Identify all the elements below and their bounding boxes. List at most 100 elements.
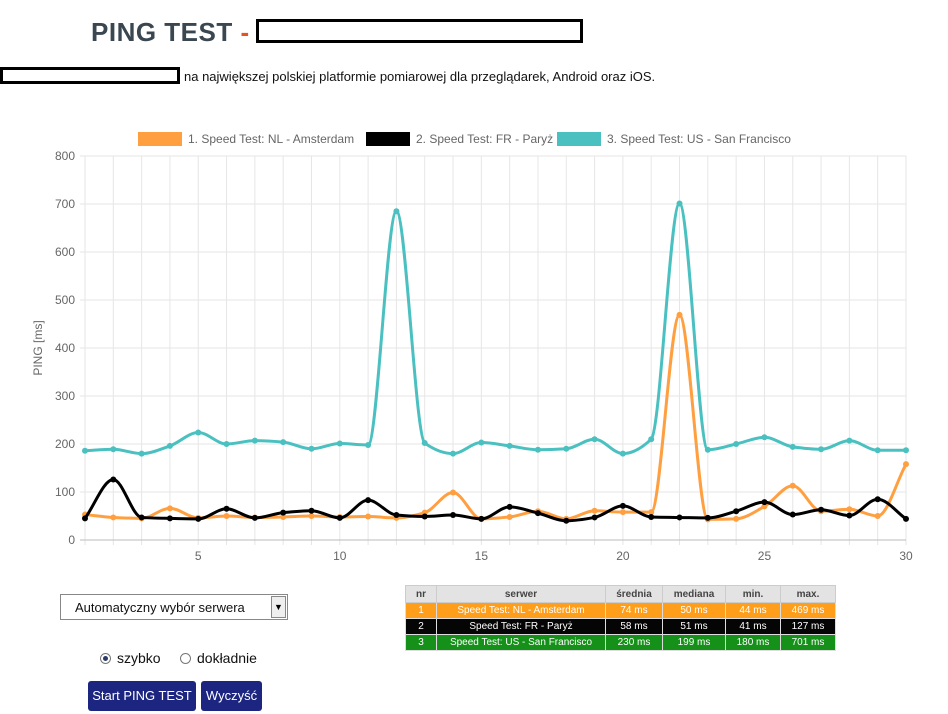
x-tick-label: 30 <box>899 549 913 563</box>
col-avg: średnia <box>605 585 663 603</box>
results-header-row: nr serwer średnia mediana min. max. <box>405 585 836 603</box>
legend-swatch-2 <box>366 132 410 146</box>
data-point <box>251 437 258 444</box>
data-point <box>195 515 202 522</box>
data-point <box>421 440 428 447</box>
data-point <box>591 514 598 521</box>
clear-button[interactable]: Wyczyść <box>201 681 262 711</box>
data-point <box>534 510 541 517</box>
cell-avg: 74 ms <box>605 602 663 619</box>
y-axis-label: PING [ms] <box>31 320 45 375</box>
data-point <box>478 439 485 446</box>
cell-nr: 3 <box>405 634 437 651</box>
mode-fast-label: szybko <box>117 650 161 666</box>
x-tick-label: 5 <box>195 549 202 563</box>
data-point <box>506 503 513 510</box>
cell-server: Speed Test: NL - Amsterdam <box>436 602 606 619</box>
x-tick-label: 10 <box>333 549 347 563</box>
table-row: 3 Speed Test: US - San Francisco 230 ms … <box>405 634 836 651</box>
data-point <box>393 512 400 519</box>
data-point <box>336 514 343 521</box>
y-tick-label: 300 <box>55 389 75 403</box>
cell-nr: 1 <box>405 602 437 619</box>
data-point <box>251 514 258 521</box>
cell-min: 44 ms <box>725 602 781 619</box>
data-point <box>704 446 711 453</box>
page-title: PING TEST - <box>91 17 250 48</box>
data-point <box>874 447 881 454</box>
y-tick-label: 200 <box>55 437 75 451</box>
dropdown-arrow-icon[interactable]: ▼ <box>271 596 286 618</box>
cell-nr: 2 <box>405 618 437 635</box>
data-point <box>195 429 202 436</box>
cell-min: 41 ms <box>725 618 781 635</box>
data-point <box>903 447 909 454</box>
data-point <box>818 506 825 513</box>
data-point <box>82 447 88 454</box>
page-subtitle: na największej polskiej platformie pomia… <box>184 69 656 84</box>
data-point <box>789 443 796 450</box>
radio-selected-icon[interactable] <box>100 653 111 664</box>
data-point <box>619 502 626 509</box>
radio-unselected-icon[interactable] <box>180 653 191 664</box>
data-point <box>110 514 117 521</box>
data-point <box>138 514 145 521</box>
data-point <box>563 445 570 452</box>
data-point <box>846 512 853 519</box>
mode-fast-option[interactable]: szybko <box>100 650 161 666</box>
y-tick-label: 700 <box>55 197 75 211</box>
data-point <box>280 513 287 520</box>
data-point <box>223 505 230 512</box>
results-table: nr serwer średnia mediana min. max. 1 Sp… <box>405 585 836 651</box>
data-point <box>591 507 598 514</box>
start-ping-test-button[interactable]: Start PING TEST <box>88 681 196 711</box>
cell-min: 180 ms <box>725 634 781 651</box>
data-point <box>308 513 315 519</box>
data-point <box>110 476 117 483</box>
data-point <box>450 512 457 519</box>
data-point <box>506 442 513 449</box>
data-point <box>619 509 626 516</box>
col-server: serwer <box>436 585 606 603</box>
mode-accurate-label: dokładnie <box>197 650 257 666</box>
data-point <box>733 515 740 522</box>
server-select[interactable]: Automatyczny wybór serwera ▼ <box>60 594 288 620</box>
y-tick-label: 0 <box>68 533 75 547</box>
legend-label-3: 3. Speed Test: US - San Francisco <box>607 132 791 146</box>
col-min: min. <box>725 585 781 603</box>
data-point <box>421 513 428 520</box>
data-point <box>166 442 173 449</box>
legend-label-1: 1. Speed Test: NL - Amsterdam <box>188 132 354 146</box>
data-point <box>280 509 287 516</box>
data-point <box>733 441 740 447</box>
cell-avg: 58 ms <box>605 618 663 635</box>
mode-accurate-option[interactable]: dokładnie <box>180 650 257 666</box>
data-point <box>336 440 343 447</box>
table-row: 1 Speed Test: NL - Amsterdam 74 ms 50 ms… <box>405 602 836 619</box>
data-point <box>676 514 683 521</box>
title-separator: - <box>240 17 250 47</box>
data-point <box>648 513 655 520</box>
series-line-2 <box>83 478 907 523</box>
data-point <box>308 507 315 514</box>
cell-max: 701 ms <box>780 634 836 651</box>
data-point <box>648 509 655 516</box>
ping-chart: 0 100 200 300 400 500 600 700 800 5 10 15 20 25 30 PING… <box>31 132 913 563</box>
data-point <box>619 450 626 457</box>
data-point <box>534 446 541 453</box>
legend-swatch-3 <box>557 132 601 146</box>
x-tick-label: 25 <box>758 549 772 563</box>
data-point <box>591 436 598 443</box>
data-point <box>846 506 853 513</box>
data-point <box>676 311 683 318</box>
data-point <box>903 461 909 468</box>
data-point <box>648 436 655 443</box>
data-point <box>166 505 173 512</box>
data-point <box>761 434 768 441</box>
y-tick-label: 500 <box>55 293 75 307</box>
col-median: mediana <box>662 585 726 603</box>
cell-avg: 230 ms <box>605 634 663 651</box>
cell-server: Speed Test: FR - Paryż <box>436 618 606 635</box>
data-point <box>789 511 796 518</box>
y-tick-label: 600 <box>55 245 75 259</box>
